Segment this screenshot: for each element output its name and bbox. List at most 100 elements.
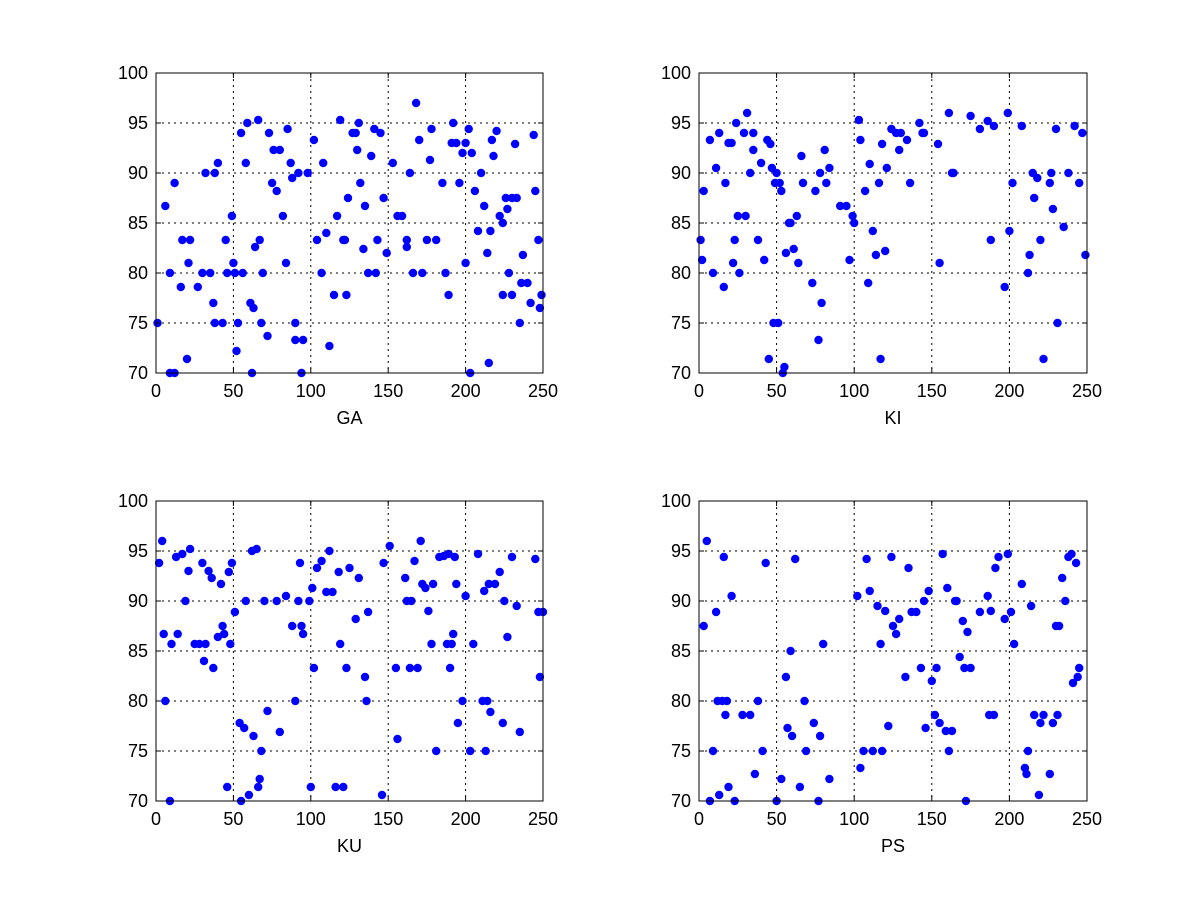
scatter-point <box>786 218 795 228</box>
x-tick-label: 50 <box>223 381 243 401</box>
scatter-point <box>761 558 770 568</box>
x-axis: 0 50 100 150 200 250 <box>151 501 558 829</box>
scatter-point <box>881 606 890 616</box>
scatter-point <box>715 790 724 800</box>
x-tick-label: 100 <box>839 381 869 401</box>
scatter-point <box>702 536 711 546</box>
scatter-point <box>269 145 278 155</box>
scatter-point <box>1023 268 1033 278</box>
x-tick-label: 150 <box>917 809 947 829</box>
scatter-point <box>1036 235 1045 245</box>
scatter-point <box>808 278 817 288</box>
scatter-point <box>921 723 930 733</box>
scatter-point <box>317 556 326 566</box>
scatter-point <box>255 774 264 784</box>
x-tick-label: 250 <box>1072 381 1102 401</box>
scatter-point <box>1048 718 1058 728</box>
scatter-point <box>487 135 497 145</box>
scatter-point <box>328 587 337 597</box>
y-axis: 70 75 80 85 90 95 100 <box>661 491 1087 811</box>
scatter-point <box>705 135 715 145</box>
scatter-point <box>325 546 334 556</box>
scatter-point <box>989 710 999 720</box>
scatter-series <box>699 536 1084 806</box>
scatter-point <box>275 727 284 737</box>
scatter-point <box>512 193 521 203</box>
scatter-point <box>722 696 732 706</box>
scatter-point <box>161 696 170 706</box>
scatter-point <box>876 354 885 364</box>
scatter-point <box>739 128 749 138</box>
scatter-point <box>303 168 312 178</box>
scatter-point <box>229 258 238 268</box>
scatter-point <box>1064 168 1073 178</box>
scatter-point <box>719 552 728 562</box>
scatter-point <box>332 211 342 221</box>
scatter-point <box>264 128 274 138</box>
scatter-point <box>209 663 218 673</box>
scatter-point <box>895 145 904 155</box>
scatter-point <box>811 186 820 196</box>
scatter-point <box>891 629 901 639</box>
scatter-point <box>492 126 501 136</box>
scatter-point <box>856 135 865 145</box>
scatter-point <box>444 290 453 300</box>
scatter-point <box>949 168 958 178</box>
scatter-point <box>732 118 741 128</box>
scatter-point <box>836 201 845 211</box>
scatter-point <box>1045 769 1055 779</box>
scatter-point <box>291 318 300 328</box>
scatter-point <box>944 746 954 756</box>
scatter-point <box>760 255 769 265</box>
scatter-point <box>749 145 758 155</box>
scatter-point <box>780 362 789 372</box>
scatter-point <box>184 566 193 576</box>
scatter-point <box>432 235 441 245</box>
scatter-point <box>223 268 232 278</box>
x-tick-label: 100 <box>296 809 326 829</box>
scatter-point <box>176 282 185 292</box>
x-tick-label: 150 <box>373 381 403 401</box>
scatter-point <box>322 587 331 597</box>
scatter-point <box>340 235 350 245</box>
scatter-point <box>989 121 999 131</box>
scatter-point <box>983 116 992 126</box>
scatter-point <box>798 178 808 188</box>
scatter-point <box>226 639 235 649</box>
scatter-point <box>1059 222 1068 232</box>
scatter-point <box>288 173 297 183</box>
scatter-point <box>452 138 461 148</box>
y-tick-label: 85 <box>128 213 148 233</box>
y-tick-label: 70 <box>128 791 148 811</box>
scatter-point <box>904 563 913 573</box>
scatter-point <box>1061 596 1070 606</box>
scatter-point <box>1034 790 1044 800</box>
scatter-series <box>154 536 548 806</box>
scatter-point <box>363 268 373 278</box>
scatter-point <box>503 632 512 642</box>
x-axis: 0 50 100 150 200 250 <box>151 73 558 401</box>
scatter-point <box>1075 178 1084 188</box>
scatter-point <box>250 242 260 252</box>
scatter-point <box>1030 710 1039 720</box>
scatter-point <box>354 573 363 583</box>
scatter-point <box>507 290 517 300</box>
scatter-point <box>815 168 825 178</box>
scatter-point <box>278 211 288 221</box>
scatter-point <box>351 614 360 624</box>
scatter-point <box>201 639 210 649</box>
scatter-point <box>480 586 489 596</box>
scatter-point <box>185 544 195 554</box>
scatter-point <box>932 663 941 673</box>
scatter-point <box>935 258 944 268</box>
scatter-point <box>495 567 504 577</box>
scatter-point <box>783 723 792 733</box>
scatter-point <box>397 211 407 221</box>
scatter-point <box>298 629 308 639</box>
scatter-point <box>298 335 308 345</box>
scatter-point <box>249 731 258 741</box>
y-tick-label: 70 <box>128 363 148 383</box>
scatter-point <box>201 168 210 178</box>
y-tick-label: 95 <box>128 113 148 133</box>
